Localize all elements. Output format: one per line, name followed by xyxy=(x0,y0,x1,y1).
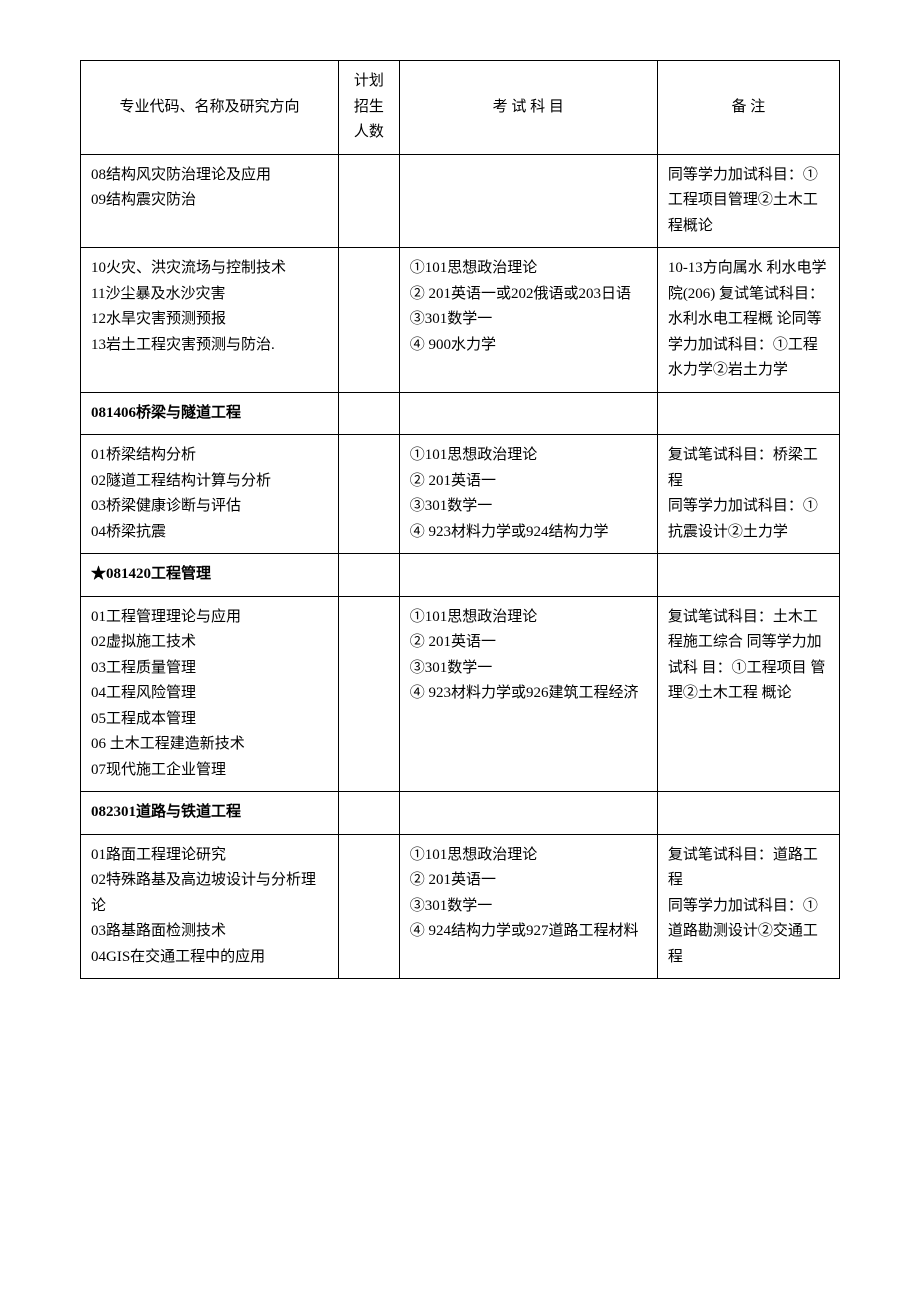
empty-cell xyxy=(399,392,657,435)
table-body: 08结构风灾防治理论及应用 09结构震灾防治 同等学力加试科目：①工程项目管理②土… xyxy=(81,154,840,979)
cell-note: 10-13方向属水 利水电学院(206) 复试笔试科目： 水利水电工程概 论同等… xyxy=(657,248,839,393)
table-row: 01路面工程理论研究 02特殊路基及高边坡设计与分析理论 03路基路面检测技术 … xyxy=(81,834,840,979)
header-exam: 考 试 科 目 xyxy=(399,61,657,155)
cell-direction: 10火灾、洪灾流场与控制技术 11沙尘暴及水沙灾害 12水旱灾害预测预报 13岩… xyxy=(81,248,339,393)
section-title-cell: 082301道路与铁道工程 xyxy=(81,792,339,835)
empty-cell xyxy=(657,392,839,435)
table-row: ★081420工程管理 xyxy=(81,554,840,597)
cell-exam: ①101思想政治理论 ② 201英语一 ③301数学一 ④ 924结构力学或92… xyxy=(399,834,657,979)
cell-plan xyxy=(339,435,400,554)
cell-direction: 01桥梁结构分析 02隧道工程结构计算与分析 03桥梁健康诊断与评估 04桥梁抗… xyxy=(81,435,339,554)
empty-cell xyxy=(339,392,400,435)
cell-note: 复试笔试科目：土木工程施工综合 同等学力加试科 目：①工程项目 管理②土木工程 … xyxy=(657,596,839,792)
cell-note: 复试笔试科目：桥梁工程 同等学力加试科目：①抗震设计②土力学 xyxy=(657,435,839,554)
table-row: 10火灾、洪灾流场与控制技术 11沙尘暴及水沙灾害 12水旱灾害预测预报 13岩… xyxy=(81,248,840,393)
cell-exam: ①101思想政治理论 ② 201英语一 ③301数学一 ④ 923材料力学或92… xyxy=(399,596,657,792)
header-plan: 计划招生人数 xyxy=(339,61,400,155)
table-row: 01桥梁结构分析 02隧道工程结构计算与分析 03桥梁健康诊断与评估 04桥梁抗… xyxy=(81,435,840,554)
section-title-cell: ★081420工程管理 xyxy=(81,554,339,597)
cell-exam xyxy=(399,154,657,248)
cell-direction: 01路面工程理论研究 02特殊路基及高边坡设计与分析理论 03路基路面检测技术 … xyxy=(81,834,339,979)
cell-plan xyxy=(339,248,400,393)
empty-cell xyxy=(657,554,839,597)
table-row: 082301道路与铁道工程 xyxy=(81,792,840,835)
cell-plan xyxy=(339,154,400,248)
empty-cell xyxy=(399,792,657,835)
table-row: 08结构风灾防治理论及应用 09结构震灾防治 同等学力加试科目：①工程项目管理②土… xyxy=(81,154,840,248)
cell-note: 同等学力加试科目：①工程项目管理②土木工程概论 xyxy=(657,154,839,248)
cell-exam: ①101思想政治理论 ② 201英语一或202俄语或203日语 ③301数学一 … xyxy=(399,248,657,393)
catalog-table: 专业代码、名称及研究方向 计划招生人数 考 试 科 目 备 注 08结构风灾防治… xyxy=(80,60,840,979)
cell-direction: 08结构风灾防治理论及应用 09结构震灾防治 xyxy=(81,154,339,248)
header-direction: 专业代码、名称及研究方向 xyxy=(81,61,339,155)
cell-direction: 01工程管理理论与应用 02虚拟施工技术 03工程质量管理 04工程风险管理 0… xyxy=(81,596,339,792)
cell-plan xyxy=(339,596,400,792)
header-note: 备 注 xyxy=(657,61,839,155)
section-title-cell: 081406桥梁与隧道工程 xyxy=(81,392,339,435)
cell-plan xyxy=(339,834,400,979)
empty-cell xyxy=(657,792,839,835)
cell-exam: ①101思想政治理论 ② 201英语一 ③301数学一 ④ 923材料力学或92… xyxy=(399,435,657,554)
empty-cell xyxy=(399,554,657,597)
table-header-row: 专业代码、名称及研究方向 计划招生人数 考 试 科 目 备 注 xyxy=(81,61,840,155)
empty-cell xyxy=(339,554,400,597)
cell-note: 复试笔试科目：道路工程 同等学力加试科目：①道路勘测设计②交通工程 xyxy=(657,834,839,979)
table-row: 081406桥梁与隧道工程 xyxy=(81,392,840,435)
table-row: 01工程管理理论与应用 02虚拟施工技术 03工程质量管理 04工程风险管理 0… xyxy=(81,596,840,792)
empty-cell xyxy=(339,792,400,835)
